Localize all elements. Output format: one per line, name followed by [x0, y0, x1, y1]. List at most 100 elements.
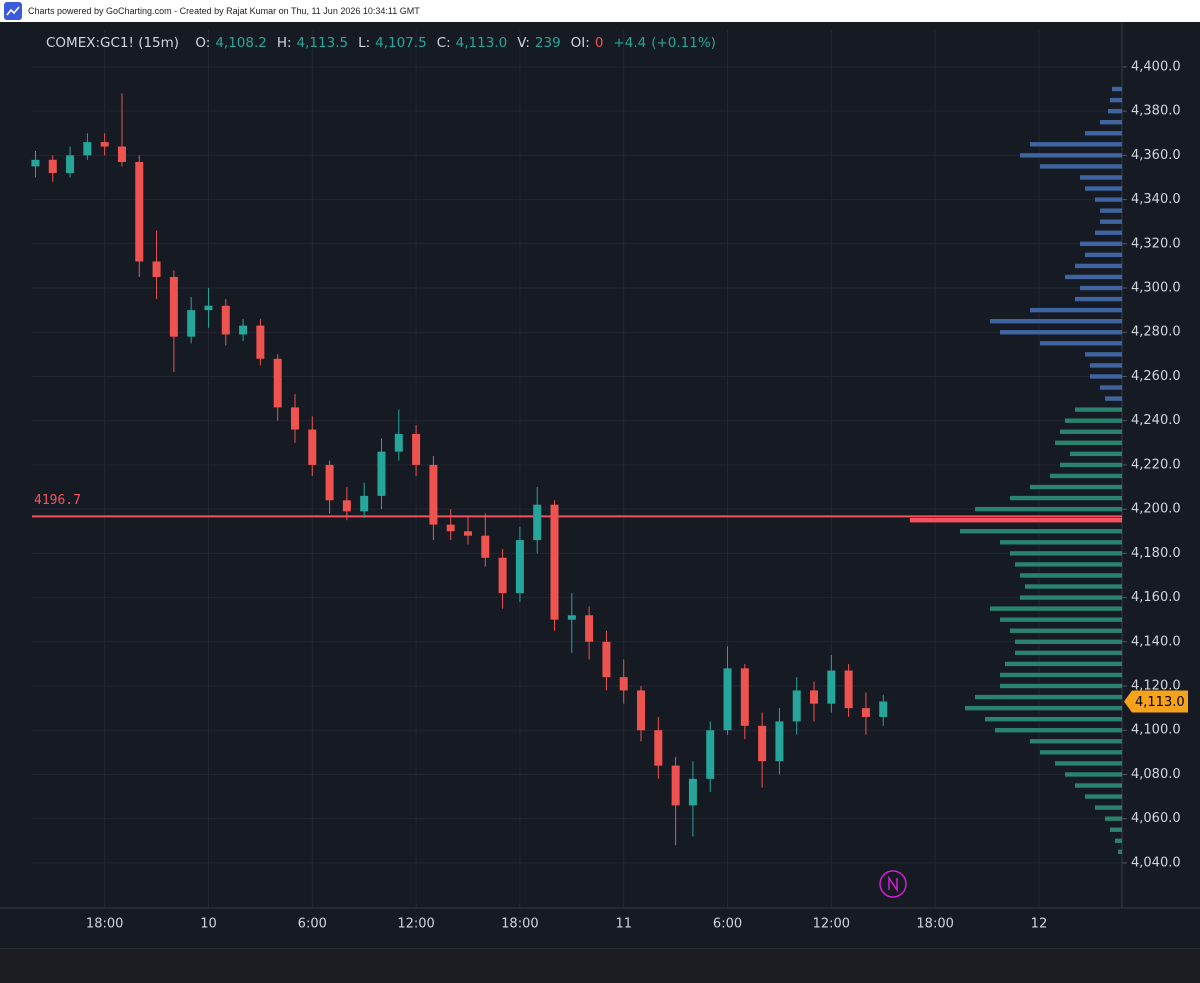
candle-body	[31, 159, 40, 167]
candle-body	[688, 778, 697, 806]
change: +4.4	[613, 35, 647, 51]
candle-body	[48, 159, 57, 174]
bottom-bar	[0, 948, 1200, 983]
volume-profile-bar	[1095, 197, 1122, 202]
volume-profile-bar	[1105, 816, 1122, 821]
y-tick-label: 4,080.0	[1131, 767, 1181, 782]
news-badge	[879, 870, 907, 898]
y-tick-label: 4,380.0	[1131, 104, 1181, 119]
volume-profile-bar	[1080, 175, 1122, 180]
candle-body	[671, 765, 680, 806]
volume-profile-bar	[1020, 595, 1122, 600]
candle-body	[100, 142, 109, 147]
volume-profile-bar	[1065, 274, 1122, 280]
y-tick-label: 4,140.0	[1131, 634, 1181, 649]
x-tick-label: 12:00	[813, 917, 850, 932]
y-tick-label: 4,400.0	[1131, 59, 1181, 74]
last-price-label: 4,113.0	[1135, 695, 1185, 710]
volume-profile-bar	[990, 606, 1122, 611]
volume-profile-bar	[1100, 119, 1122, 125]
legend-label: H:	[276, 35, 292, 51]
y-tick-label: 4,300.0	[1131, 281, 1181, 296]
candle-body	[602, 641, 611, 678]
y-tick-label: 4,240.0	[1131, 413, 1181, 428]
credit: Charts powered by GoCharting.com - Creat…	[28, 6, 420, 16]
legend-label: L:	[358, 35, 371, 51]
volume-profile-bar	[1115, 838, 1122, 843]
volume-profile-bar	[1095, 230, 1122, 235]
volume-profile-bar	[1110, 827, 1122, 832]
x-tick-label: 6:00	[298, 917, 327, 932]
legend-label: V:	[517, 35, 530, 51]
y-tick-label: 4,060.0	[1131, 811, 1181, 826]
candle-body	[706, 730, 715, 779]
volume-profile-bar	[1095, 805, 1122, 810]
volume-profile-bar	[1020, 153, 1122, 158]
y-tick-label: 4,220.0	[1131, 457, 1181, 472]
volume-profile-bar	[1065, 418, 1122, 423]
volume-profile-bar	[960, 529, 1122, 534]
volume-profile-bar	[995, 728, 1122, 733]
volume-profile-bar	[1085, 186, 1122, 191]
volume-profile-bar	[1010, 628, 1122, 633]
volume-profile-bar	[1000, 330, 1122, 335]
volume-profile-bar	[1005, 661, 1122, 667]
symbol: COMEX:GC1! (15m)	[46, 35, 180, 51]
candle-body	[273, 358, 282, 408]
x-tick-label: 18:00	[501, 917, 538, 932]
legend-label: O:	[195, 35, 211, 51]
volume-profile-bar	[985, 716, 1122, 722]
volume-profile-bar	[1025, 584, 1122, 589]
volume-profile-bar	[1080, 285, 1122, 291]
candle-body	[481, 535, 490, 558]
volume-profile-bar	[1055, 440, 1122, 445]
candle-body	[810, 690, 819, 704]
candle-body	[515, 540, 524, 594]
y-tick-label: 4,120.0	[1131, 679, 1181, 694]
candle-body	[152, 261, 161, 277]
candle-body	[637, 690, 646, 731]
candle-body	[66, 155, 75, 174]
candle-body	[169, 276, 178, 337]
volume-profile-bar	[1055, 761, 1122, 766]
candle-body	[290, 407, 299, 430]
candle-body	[342, 500, 351, 512]
volume-profile-bar	[1060, 429, 1122, 434]
volume-profile-bar	[1075, 263, 1122, 269]
volume-profile-bar	[1110, 97, 1122, 103]
volume-profile-bar	[1085, 794, 1122, 799]
volume-profile-bar	[910, 517, 1122, 523]
volume-profile-bar	[1100, 208, 1122, 213]
candle-body	[464, 531, 472, 536]
volume-profile-bar	[975, 694, 1122, 700]
y-tick-label: 4,160.0	[1131, 590, 1181, 605]
volume-profile-bar	[1015, 639, 1122, 644]
legend-label: OI:	[570, 35, 590, 51]
volume-profile-bar	[1085, 352, 1122, 357]
candle-body	[775, 721, 784, 762]
candle-body	[308, 429, 317, 465]
volume-profile-bar	[1118, 849, 1122, 855]
volume-profile-bar	[975, 506, 1122, 512]
volume-profile-bar	[1100, 219, 1122, 224]
candle-body	[585, 615, 594, 642]
candle-body	[861, 708, 870, 717]
candle-body	[377, 451, 386, 496]
poc-label: 4196.7	[34, 493, 81, 508]
volume-profile-bar	[1075, 407, 1122, 412]
legend-value: 4,108.2	[215, 35, 267, 51]
y-tick-label: 4,100.0	[1131, 723, 1181, 738]
y-tick-label: 4,320.0	[1131, 236, 1181, 251]
volume-profile-bar	[1090, 363, 1122, 368]
volume-profile-bar	[1100, 385, 1122, 390]
candle-body	[740, 668, 749, 726]
y-tick-label: 4,340.0	[1131, 192, 1181, 207]
volume-profile-bar	[1000, 672, 1122, 678]
candle-body	[117, 146, 126, 162]
ohlc-legend: COMEX:GC1! (15m) O: 4,108.2 H: 4,113.5 L: 4,1…	[46, 35, 721, 51]
volume-profile-bar	[990, 318, 1122, 324]
volume-profile-bar	[1015, 650, 1122, 656]
volume-profile-bar	[1030, 739, 1122, 744]
change-percent: (+0.11%)	[651, 35, 716, 51]
